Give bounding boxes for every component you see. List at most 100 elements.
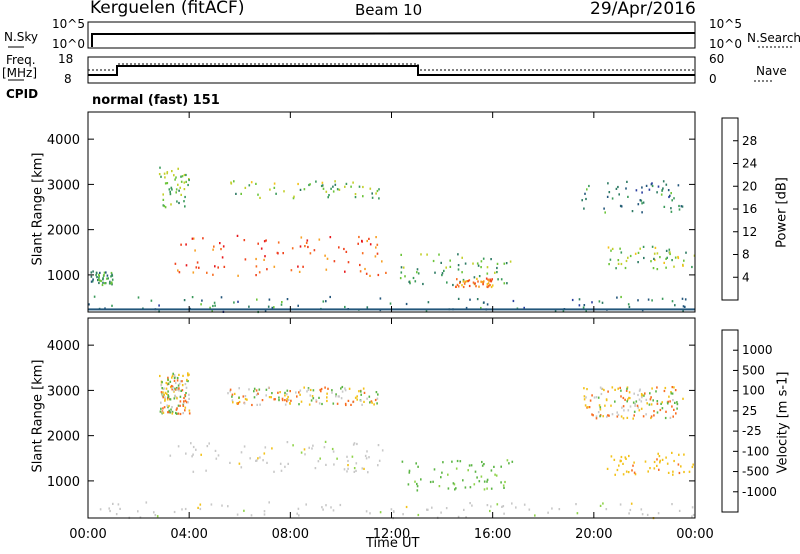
power-cell xyxy=(578,298,581,301)
velocity-cell xyxy=(417,465,419,468)
velocity-cell xyxy=(332,509,335,512)
power-cell xyxy=(184,205,186,208)
velocity-cell xyxy=(248,388,250,391)
power-cell xyxy=(414,280,417,283)
power-cell xyxy=(263,258,265,261)
velocity-cell xyxy=(490,505,492,508)
velocity-cell xyxy=(287,462,289,465)
nave-tick-top: 60 xyxy=(709,52,725,66)
velocity-cell xyxy=(167,406,169,409)
power-cell xyxy=(236,234,239,237)
velocity-cell xyxy=(171,388,173,391)
velocity-cell xyxy=(182,404,185,407)
power-cell xyxy=(609,258,612,261)
power-cell xyxy=(399,277,402,280)
power-cell xyxy=(334,183,337,186)
velocity-cell xyxy=(369,512,371,515)
power-cell xyxy=(359,263,361,267)
power-cell xyxy=(651,184,654,188)
power-cell xyxy=(617,185,619,189)
power-cell xyxy=(665,266,667,269)
power-cell xyxy=(313,249,316,252)
power-cell xyxy=(680,205,683,208)
velocity-cell xyxy=(647,470,649,473)
power-cell xyxy=(198,266,200,269)
velocity-cell xyxy=(595,396,598,399)
velocity-cell xyxy=(433,468,436,471)
power-cell xyxy=(503,282,506,285)
power-cell xyxy=(490,285,493,289)
power-cell xyxy=(297,182,299,186)
power-cell xyxy=(468,284,471,288)
power-colorbar-tick: 4 xyxy=(742,270,750,284)
power-ylabel: Slant Range [km] xyxy=(30,152,46,266)
velocity-cell xyxy=(486,480,488,483)
power-cell xyxy=(269,188,271,191)
velocity-cell xyxy=(168,409,170,412)
power-cell xyxy=(359,270,362,273)
power-cell xyxy=(286,298,289,301)
power-cell xyxy=(164,176,166,179)
power-cell xyxy=(174,262,177,265)
velocity-cell xyxy=(169,411,172,414)
cpid-label: CPID xyxy=(6,87,39,101)
power-cell xyxy=(240,192,242,195)
velocity-cell xyxy=(243,445,246,448)
velocity-cell xyxy=(298,514,300,517)
power-cell xyxy=(170,203,172,206)
power-cell xyxy=(169,190,171,193)
power-cell xyxy=(99,271,101,274)
power-cell xyxy=(665,183,668,186)
power-cell xyxy=(308,183,310,187)
velocity-cell xyxy=(231,393,234,396)
velocity-cell xyxy=(176,407,178,410)
velocity-cell xyxy=(627,398,629,401)
power-cell xyxy=(483,280,485,283)
velocity-cell xyxy=(672,473,674,476)
power-cell xyxy=(420,253,422,256)
velocity-cell xyxy=(331,447,334,451)
velocity-cell xyxy=(637,393,639,397)
velocity-cell xyxy=(308,403,311,406)
velocity-cell xyxy=(175,412,178,415)
power-cell xyxy=(583,304,586,307)
power-cell xyxy=(477,264,480,267)
power-cell xyxy=(177,167,179,170)
power-cell xyxy=(332,190,335,193)
power-cell xyxy=(486,266,489,269)
x-axis-title: Time UT xyxy=(366,536,420,551)
velocity-cell xyxy=(232,401,234,404)
velocity-cell xyxy=(332,450,335,453)
velocity-cell xyxy=(646,402,648,405)
power-cell xyxy=(489,284,491,287)
velocity-cell xyxy=(163,393,165,396)
power-cell xyxy=(164,182,167,185)
power-cell xyxy=(671,259,673,262)
velocity-cell xyxy=(253,387,256,390)
velocity-cell xyxy=(657,452,659,455)
power-cell xyxy=(440,261,442,264)
velocity-cell xyxy=(348,387,351,390)
velocity-cell xyxy=(163,387,165,390)
velocity-cell xyxy=(606,415,608,418)
velocity-cell xyxy=(666,462,669,465)
velocity-cell xyxy=(314,467,317,470)
velocity-cell xyxy=(661,407,664,410)
velocity-cell xyxy=(170,408,172,411)
velocity-cell xyxy=(595,415,598,418)
velocity-cell xyxy=(483,480,486,483)
velocity-cell xyxy=(177,404,180,407)
velocity-cell xyxy=(627,471,630,474)
velocity-cell xyxy=(112,502,114,505)
velocity-cell xyxy=(175,411,177,415)
velocity-cell xyxy=(175,408,178,411)
power-cell xyxy=(678,204,680,208)
power-cell xyxy=(177,269,179,272)
velocity-cell xyxy=(622,462,624,465)
power-cell xyxy=(376,252,379,255)
velocity-cell xyxy=(641,513,644,516)
velocity-cell xyxy=(619,386,621,389)
velocity-cell xyxy=(377,464,379,467)
velocity-cell xyxy=(170,384,173,388)
power-cell xyxy=(641,211,643,214)
